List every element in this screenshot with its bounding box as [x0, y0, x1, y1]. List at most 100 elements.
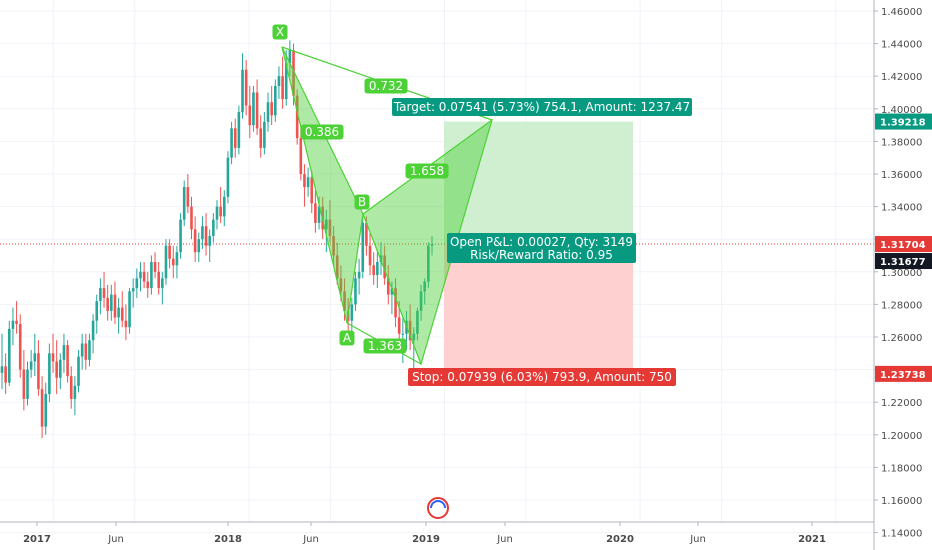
price-tick-label: 1.16000 [881, 496, 922, 507]
candle-body [171, 258, 175, 266]
candle-body [339, 278, 343, 292]
candle-body [102, 288, 106, 298]
price-tag-last[interactable] [875, 253, 932, 270]
time-tick-label: Jun [107, 534, 124, 545]
candle-body [281, 76, 284, 100]
candle-body [299, 138, 303, 174]
candle-body [22, 369, 26, 399]
candle-body [233, 128, 237, 148]
price-tick-label: 1.34000 [881, 203, 922, 214]
candle-body [48, 353, 51, 395]
candle-body [95, 301, 99, 321]
candle-body [15, 320, 18, 324]
chart-grid [0, 0, 874, 534]
candle-body [372, 265, 375, 276]
candle-body [376, 262, 379, 276]
candle-body [332, 235, 335, 256]
candle-body [66, 345, 69, 377]
price-axis[interactable]: 1.46000 1.44000 1.42000 1.40000 1.38000 1.360… [873, 0, 932, 550]
time-tick-label: Jun [302, 534, 319, 545]
candle-body [7, 328, 11, 383]
time-tick-label: Jun [689, 534, 706, 545]
candle-body [394, 288, 397, 318]
time-axis[interactable]: 2017 Jun 2018 Jun 2019 Jun 2020 Jun 2021 [0, 521, 874, 545]
ratio-badge-xd-label: 0.732 [369, 79, 403, 93]
price-tick-label: 1.26000 [881, 333, 922, 344]
candle-body [135, 278, 139, 289]
candle-body [80, 343, 84, 357]
candle-body [88, 340, 91, 360]
candle-body [157, 271, 160, 289]
price-tag-current[interactable] [875, 236, 932, 253]
candle-body [26, 369, 29, 399]
candle-body [190, 206, 193, 230]
ratio-badge-xa-ab[interactable] [300, 124, 344, 140]
point-b-badge[interactable] [354, 194, 370, 210]
candle-body [113, 294, 117, 318]
candle-body [303, 174, 306, 188]
candle-body [62, 345, 66, 360]
price-tag-stop[interactable] [875, 365, 932, 382]
time-tick-label: 2017 [23, 534, 51, 545]
candle-body [343, 291, 346, 311]
candle-body [18, 323, 22, 370]
candle-body [99, 288, 102, 302]
candle-body [263, 121, 266, 148]
candle-body [295, 95, 299, 139]
candle-body [84, 343, 88, 360]
price-tag-last-label: 1.31677 [880, 257, 926, 268]
candle-body [412, 333, 416, 341]
ratio-badge-bd[interactable] [405, 163, 449, 179]
candle-body [328, 219, 332, 236]
point-x-badge[interactable] [272, 24, 288, 40]
position-labels: Target: 0.07541 (5.73%) 754.1, Amount: 1… [392, 98, 692, 386]
candle-body [69, 376, 73, 399]
candle-body [401, 333, 405, 335]
point-x-badge-label: X [276, 25, 284, 39]
candle-body [292, 50, 295, 96]
harmonic-pattern[interactable]: X A B 0.386 0.732 1.658 1.363 [272, 24, 494, 366]
candle-body [317, 206, 321, 223]
ratio-badge-xd[interactable] [364, 78, 408, 94]
point-a-badge-label: A [343, 331, 352, 345]
candle-body [168, 245, 171, 259]
candle-body [430, 244, 434, 246]
target-label [392, 98, 692, 116]
pnl-label-line-2: Risk/Reward Ratio: 0.95 [470, 248, 613, 262]
candle-body [120, 307, 124, 321]
candle-body [325, 219, 328, 230]
point-a-badge[interactable] [339, 330, 355, 346]
candle-body [29, 361, 33, 370]
time-tick-label: 2021 [798, 534, 826, 545]
ratio-badge-bd-label: 1.658 [410, 164, 444, 178]
time-tick-label: 2020 [606, 534, 634, 545]
candle-body [146, 281, 150, 289]
candle-body [175, 252, 179, 266]
candle-body [274, 85, 277, 116]
price-tag-current-label: 1.31704 [880, 240, 926, 251]
ratio-badge-ac[interactable] [363, 338, 407, 354]
candle-body [259, 128, 263, 148]
price-tick-label: 1.18000 [881, 463, 922, 474]
price-tick-label: 1.20000 [881, 431, 922, 442]
candle-body [142, 271, 146, 282]
pattern-triangle-xab[interactable] [281, 46, 364, 324]
candle-body [365, 222, 368, 246]
candle-body [237, 112, 241, 148]
candle-body [288, 50, 292, 64]
pnl-label-line-1: Open P&L: 0.00027, Qty: 3149 [450, 235, 633, 249]
candle-body [222, 196, 226, 217]
pnl-label [447, 233, 636, 263]
candle-body [357, 271, 361, 279]
candle-body [77, 356, 80, 386]
candle-body [0, 366, 4, 373]
candle-body [201, 226, 204, 240]
candle-body [241, 69, 244, 113]
candle-body [161, 278, 164, 289]
price-tag-target[interactable] [875, 113, 932, 130]
candle-body [197, 239, 201, 253]
candle-body [44, 394, 48, 427]
candlestick-series [0, 40, 434, 439]
candle-body [270, 102, 273, 116]
